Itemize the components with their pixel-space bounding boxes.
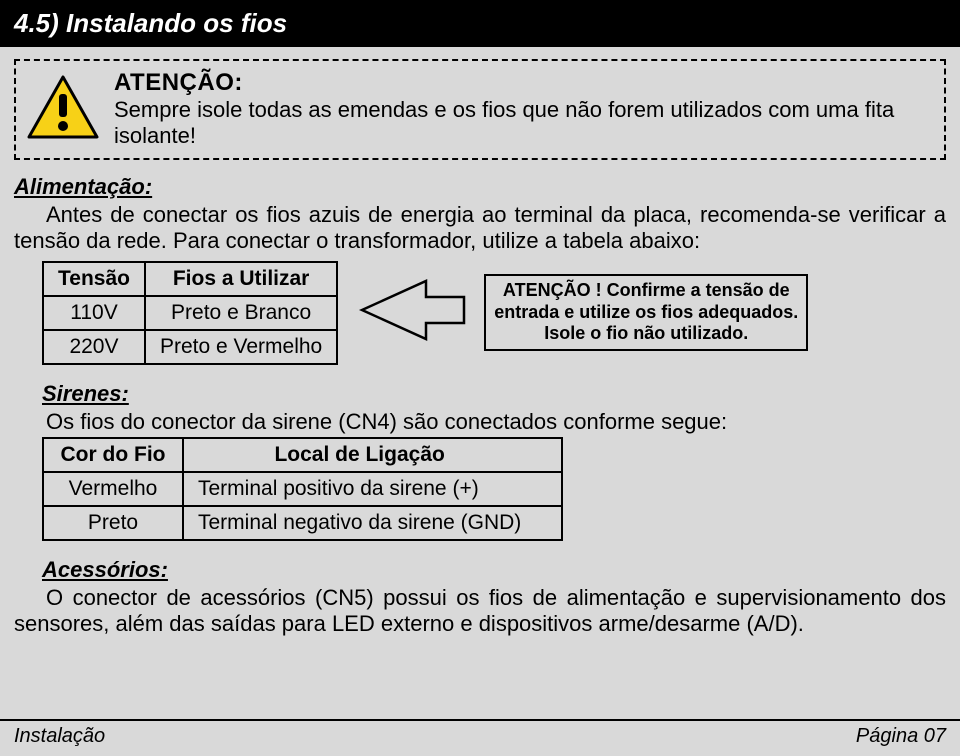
acessorios-para: O conector de acessórios (CN5) possui os… xyxy=(14,585,946,638)
attention-title: ATENÇÃO: xyxy=(114,69,934,97)
table-row: Tensão Fios a Utilizar xyxy=(43,262,337,296)
volt-cell: Preto e Vermelho xyxy=(145,330,337,364)
table-row: Preto Terminal negativo da sirene (GND) xyxy=(43,506,562,540)
wire-cell: Vermelho xyxy=(43,472,183,506)
alimentacao-section: Alimentação: Antes de conectar os fios a… xyxy=(0,162,960,369)
wire-table: Cor do Fio Local de Ligação Vermelho Ter… xyxy=(42,437,563,541)
wire-cell: Terminal negativo da sirene (GND) xyxy=(183,506,562,540)
alimentacao-heading: Alimentação: xyxy=(14,174,946,200)
volt-th-1: Fios a Utilizar xyxy=(145,262,337,296)
wire-th-1: Local de Ligação xyxy=(183,438,562,472)
volt-cell: Preto e Branco xyxy=(145,296,337,330)
arrow-left-icon xyxy=(356,275,466,350)
section-header: 4.5) Instalando os fios xyxy=(0,0,960,47)
attention-body: Sempre isole todas as emendas e os fios … xyxy=(114,97,934,150)
footer-left: Instalação xyxy=(14,725,105,748)
wire-cell: Terminal positivo da sirene (+) xyxy=(183,472,562,506)
volt-row: Tensão Fios a Utilizar 110V Preto e Bran… xyxy=(42,261,946,365)
sirenes-para: Os fios do conector da sirene (CN4) são … xyxy=(14,409,946,435)
acessorios-heading: Acessórios: xyxy=(42,557,946,583)
volt-cell: 110V xyxy=(43,296,145,330)
section-title: 4.5) Instalando os fios xyxy=(14,8,287,38)
page-footer: Instalação Página 07 xyxy=(0,719,960,756)
attention-box: ATENÇÃO: Sempre isole todas as emendas e… xyxy=(14,59,946,160)
wire-cell: Preto xyxy=(43,506,183,540)
table-row: Cor do Fio Local de Ligação xyxy=(43,438,562,472)
callout-line: entrada e utilize os fios adequados. xyxy=(494,302,798,324)
alimentacao-para: Antes de conectar os fios azuis de energ… xyxy=(14,202,946,255)
wire-th-0: Cor do Fio xyxy=(43,438,183,472)
footer-right: Página 07 xyxy=(856,725,946,748)
acessorios-section: Acessórios: O conector de acessórios (CN… xyxy=(0,545,960,642)
table-row: Vermelho Terminal positivo da sirene (+) xyxy=(43,472,562,506)
volt-cell: 220V xyxy=(43,330,145,364)
callout-line: ATENÇÃO ! Confirme a tensão de xyxy=(494,280,798,302)
sirenes-section: Sirenes: Os fios do conector da sirene (… xyxy=(0,369,960,545)
table-row: 110V Preto e Branco xyxy=(43,296,337,330)
attention-text: ATENÇÃO: Sempre isole todas as emendas e… xyxy=(114,69,934,150)
table-row: 220V Preto e Vermelho xyxy=(43,330,337,364)
sirenes-heading: Sirenes: xyxy=(42,381,946,407)
warning-icon xyxy=(26,74,100,145)
volt-table: Tensão Fios a Utilizar 110V Preto e Bran… xyxy=(42,261,338,365)
volt-th-0: Tensão xyxy=(43,262,145,296)
voltage-callout: ATENÇÃO ! Confirme a tensão de entrada e… xyxy=(484,274,808,351)
callout-line: Isole o fio não utilizado. xyxy=(494,323,798,345)
